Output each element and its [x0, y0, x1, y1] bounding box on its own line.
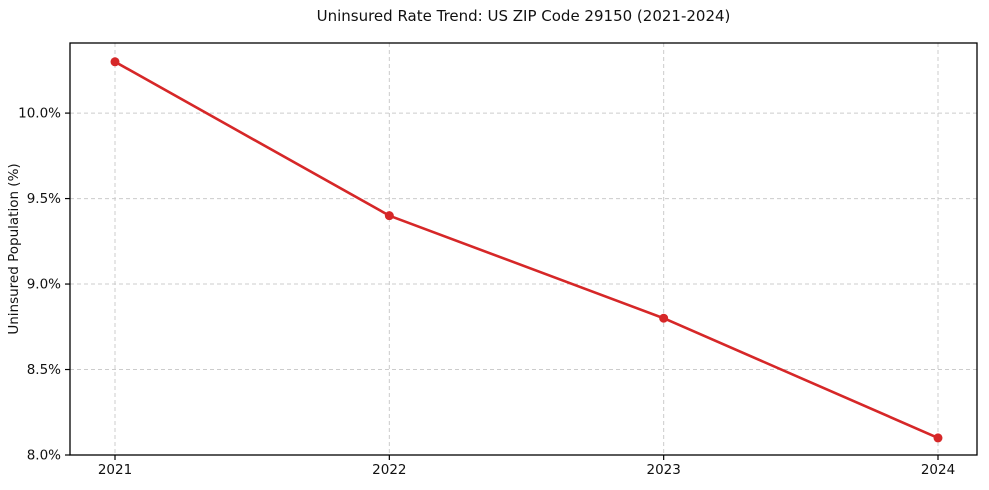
trend-line: [113, 60, 940, 440]
y-tick-label: 9.0%: [27, 277, 61, 293]
data-point-2024: [933, 433, 943, 443]
plot-frame: [69, 42, 978, 456]
y-tick-label: 9.5%: [27, 191, 61, 207]
x-tick-label: 2023: [646, 462, 680, 478]
y-tick-label: 8.0%: [27, 448, 61, 464]
y-axis-label: Uninsured Population (%): [6, 163, 22, 335]
data-point-2023: [659, 313, 669, 323]
chart-title: Uninsured Rate Trend: US ZIP Code 29150 …: [316, 7, 731, 25]
y-tick-label: 10.0%: [18, 106, 61, 122]
x-tick-label: 2021: [98, 462, 132, 478]
data-point-2021: [110, 57, 120, 67]
x-tick-label: 2024: [921, 462, 955, 478]
y-tick-label: 8.5%: [27, 362, 61, 378]
data-point-2022: [384, 211, 394, 221]
x-tick-label: 2022: [372, 462, 406, 478]
